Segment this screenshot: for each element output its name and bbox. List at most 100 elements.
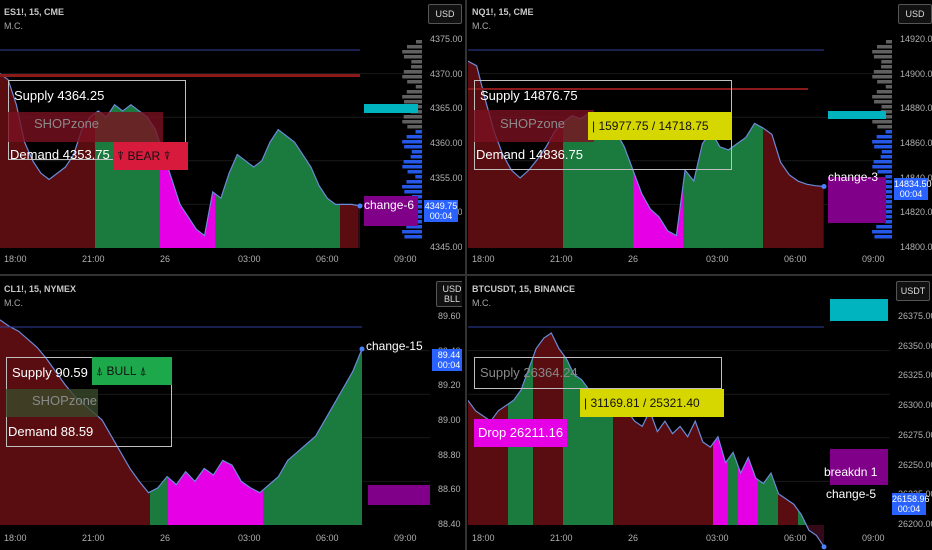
chart-canvas xyxy=(468,0,932,270)
change-label: change-3 xyxy=(828,170,879,184)
price-line xyxy=(0,73,361,237)
change-label: change-15 xyxy=(366,339,423,353)
x-tick-label: 26 xyxy=(628,533,639,543)
study-label: M.C. xyxy=(4,21,23,31)
currency-button[interactable]: USD xyxy=(428,4,462,24)
level-zone-box xyxy=(364,104,418,113)
demand-label: Demand 88.59 xyxy=(8,424,94,439)
x-tick-label: 18:00 xyxy=(4,254,27,264)
x-tick-label: 18:00 xyxy=(472,533,495,543)
symbol-label: CL1!, 15, NYMEX xyxy=(4,284,77,294)
change-label: change-5 xyxy=(826,487,877,501)
currency-button[interactable]: USDT xyxy=(896,281,930,301)
unit-label: BLL xyxy=(443,294,460,304)
y-tick-label: 88.40 xyxy=(438,519,461,529)
x-tick-label: 26 xyxy=(628,254,639,264)
panel-divider-horizontal xyxy=(0,274,932,276)
x-tick-label: 21:00 xyxy=(82,254,105,264)
demand-label: Demand 14836.75 xyxy=(476,147,583,162)
last-point xyxy=(357,203,363,209)
study-label: M.C. xyxy=(472,298,491,308)
y-tick-label: 89.20 xyxy=(438,380,461,391)
change-label: change-6 xyxy=(364,198,415,212)
y-tick-label: 14900.00 xyxy=(900,68,932,79)
last-price-tag: 26158.96 00:04 xyxy=(892,493,930,515)
y-tick-label: 26200.00 xyxy=(898,519,932,529)
x-tick-label: 06:00 xyxy=(784,533,807,543)
segment-darkred xyxy=(763,61,823,248)
signal-tag: | 31169.81 / 25321.40 xyxy=(580,389,724,417)
y-tick-label: 14820.00 xyxy=(900,207,932,218)
y-tick-label: 88.60 xyxy=(438,484,461,495)
shop-zone-label: SHOPzone xyxy=(32,393,98,408)
chart-canvas xyxy=(0,277,462,550)
segment-green xyxy=(263,319,362,525)
price-line xyxy=(0,319,363,494)
signal-tag: | 15977.75 / 14718.75 xyxy=(588,112,732,140)
chart-panel-nq[interactable]: NQ1!, 15, CME M.C. USD 14920.00 14900.00 1488… xyxy=(468,0,932,270)
x-tick-label: 18:00 xyxy=(4,533,27,543)
symbol-label: ES1!, 15, CME xyxy=(4,7,65,17)
y-tick-label: 89.00 xyxy=(438,415,461,425)
shop-zone-label: SHOPzone xyxy=(34,116,100,131)
y-tick-label: 26250.00 xyxy=(898,459,932,470)
supply-label: Supply 90.59 xyxy=(12,365,88,380)
segment-darkred xyxy=(468,332,508,525)
last-price-value: 89.44 xyxy=(437,350,461,360)
x-tick-label: 09:00 xyxy=(862,254,885,264)
signal-tag: ⍒ BEAR ⍒ xyxy=(113,142,188,170)
x-tick-label: 26 xyxy=(160,254,171,264)
supply-label: Supply 14876.75 xyxy=(480,88,578,103)
x-tick-label: 03:00 xyxy=(238,533,261,543)
symbol-label: NQ1!, 15, CME xyxy=(472,7,534,17)
last-price-value: 26158.96 xyxy=(892,494,930,504)
symbol-label: BTCUSDT, 15, BINANCE xyxy=(472,284,576,294)
study-label: M.C. xyxy=(4,298,23,308)
signal-tag: ⍋ BULL ⍋ xyxy=(92,357,172,385)
drop-label: Drop 26211.16 xyxy=(474,419,568,447)
segment-green xyxy=(758,332,778,525)
currency-button[interactable]: USD xyxy=(898,4,932,24)
x-tick-label: 09:00 xyxy=(862,533,885,543)
price-line xyxy=(468,60,825,237)
change-zone-box xyxy=(828,177,886,223)
chart-panel-cl[interactable]: CL1!, 15, NYMEXM.C.USDBLL89.6089.4089.20… xyxy=(0,277,462,550)
x-tick-label: 03:00 xyxy=(706,533,729,543)
change-zone-box xyxy=(364,196,418,226)
x-tick-label: 03:00 xyxy=(238,254,261,264)
level-zone-box xyxy=(828,111,886,119)
price-line xyxy=(468,332,825,548)
segment-magenta xyxy=(168,319,263,525)
segment-darkred xyxy=(533,332,563,525)
last-point xyxy=(821,183,827,189)
chart-panel-es[interactable]: ES1!, 15, CME M.C. USD 4375.00 4370.00 4365.0… xyxy=(0,0,462,270)
chart-panel-btc[interactable]: BTCUSDT, 15, BINANCE M.C. USDT 26375.00 2635… xyxy=(468,277,932,550)
countdown-value: 00:04 xyxy=(437,360,461,370)
currency-label: USD xyxy=(442,284,462,294)
last-price-tag: 4349.75 00:04 xyxy=(424,200,458,222)
last-price-tag: 14834.50 00:04 xyxy=(894,178,932,200)
y-tick-label: 4370.00 xyxy=(430,68,462,79)
y-tick-label: 26350.00 xyxy=(898,340,932,351)
y-tick-label: 14800.00 xyxy=(900,242,932,252)
x-tick-label: 21:00 xyxy=(550,533,573,543)
shop-zone-rect xyxy=(474,110,594,142)
last-price-value: 14834.50 xyxy=(894,179,932,189)
last-price-value: 4349.75 xyxy=(424,201,458,211)
x-tick-label: 21:00 xyxy=(82,533,105,543)
last-point xyxy=(359,346,365,352)
y-tick-label: 26375.00 xyxy=(898,311,932,321)
countdown-value: 00:04 xyxy=(897,504,921,514)
shop-zone-rect xyxy=(6,389,98,417)
x-tick-label: 03:00 xyxy=(706,254,729,264)
segment-darkred xyxy=(340,73,358,248)
y-tick-label: 14880.00 xyxy=(900,103,932,114)
breakdown-label: breakdn 1 xyxy=(824,465,878,479)
study-label: M.C. xyxy=(472,21,491,31)
segment-green xyxy=(265,73,340,248)
segment-green xyxy=(798,332,813,525)
y-tick-label: 4360.00 xyxy=(430,138,462,148)
supply-label: Supply 26364.24 xyxy=(480,365,578,380)
y-tick-label: 4345.00 xyxy=(430,242,462,252)
currency-button[interactable]: USD BLL xyxy=(436,281,462,307)
